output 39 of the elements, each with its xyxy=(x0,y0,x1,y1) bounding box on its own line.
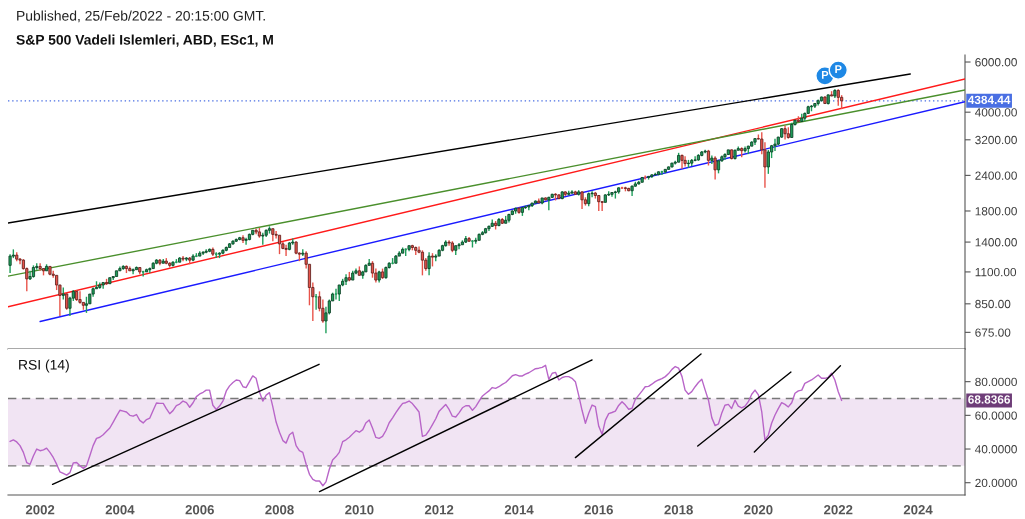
y-tick-label: 850.00 xyxy=(975,299,1011,309)
y-tick-label: 1100.00 xyxy=(975,267,1017,277)
x-tick-label: 2002 xyxy=(25,505,55,515)
candlestick xyxy=(78,290,82,305)
x-tick-label: 2016 xyxy=(584,505,613,515)
x-tick-label: 2010 xyxy=(345,505,374,515)
x-tick-label: 2004 xyxy=(105,505,135,515)
x-tick-label: 2012 xyxy=(424,505,454,515)
x-tick-label: 2008 xyxy=(265,505,294,515)
ref-line-label: 4384.44 xyxy=(967,95,1011,105)
y-tick-label: 40.0000 xyxy=(974,445,1017,454)
y-tick-label: 60.0000 xyxy=(975,411,1017,420)
y-tick-label: 1800.00 xyxy=(975,207,1017,216)
annotation: P xyxy=(835,65,842,73)
annotation: P xyxy=(821,71,829,79)
y-tick-label: 2400.00 xyxy=(975,171,1017,180)
candlestick xyxy=(284,244,288,257)
candlestick xyxy=(244,237,248,246)
x-tick-label: 2014 xyxy=(504,505,534,515)
y-tick-label: 4000.00 xyxy=(974,108,1017,117)
text: Published, 25/Feb/2022 - 20:15:00 GMT. xyxy=(17,10,265,23)
y-tick-label: 6000.00 xyxy=(975,58,1017,67)
text: RSI (14) xyxy=(19,359,69,373)
y-tick-label: 80.0000 xyxy=(975,377,1017,387)
candlestick xyxy=(420,249,424,277)
y-tick-label: 20.0000 xyxy=(975,478,1017,488)
candlestick xyxy=(547,196,551,211)
x-tick-label: 2022 xyxy=(824,505,853,515)
y-tick-label: 1400.00 xyxy=(975,238,1017,247)
x-tick-label: 2020 xyxy=(744,505,773,515)
x-tick-label: 2024 xyxy=(903,505,933,515)
candlestick xyxy=(8,253,12,274)
y-tick-label: 675.00 xyxy=(975,328,1011,337)
chart-title: S&P 500 Vadeli Islemleri, ABD, ESc1, M xyxy=(16,34,273,47)
text: 68.8366 xyxy=(968,395,1011,404)
y-tick-label: 3200.00 xyxy=(975,135,1017,145)
x-tick-label: 2006 xyxy=(185,505,214,515)
candlestick xyxy=(766,149,770,175)
x-tick-label: 2018 xyxy=(664,505,693,515)
